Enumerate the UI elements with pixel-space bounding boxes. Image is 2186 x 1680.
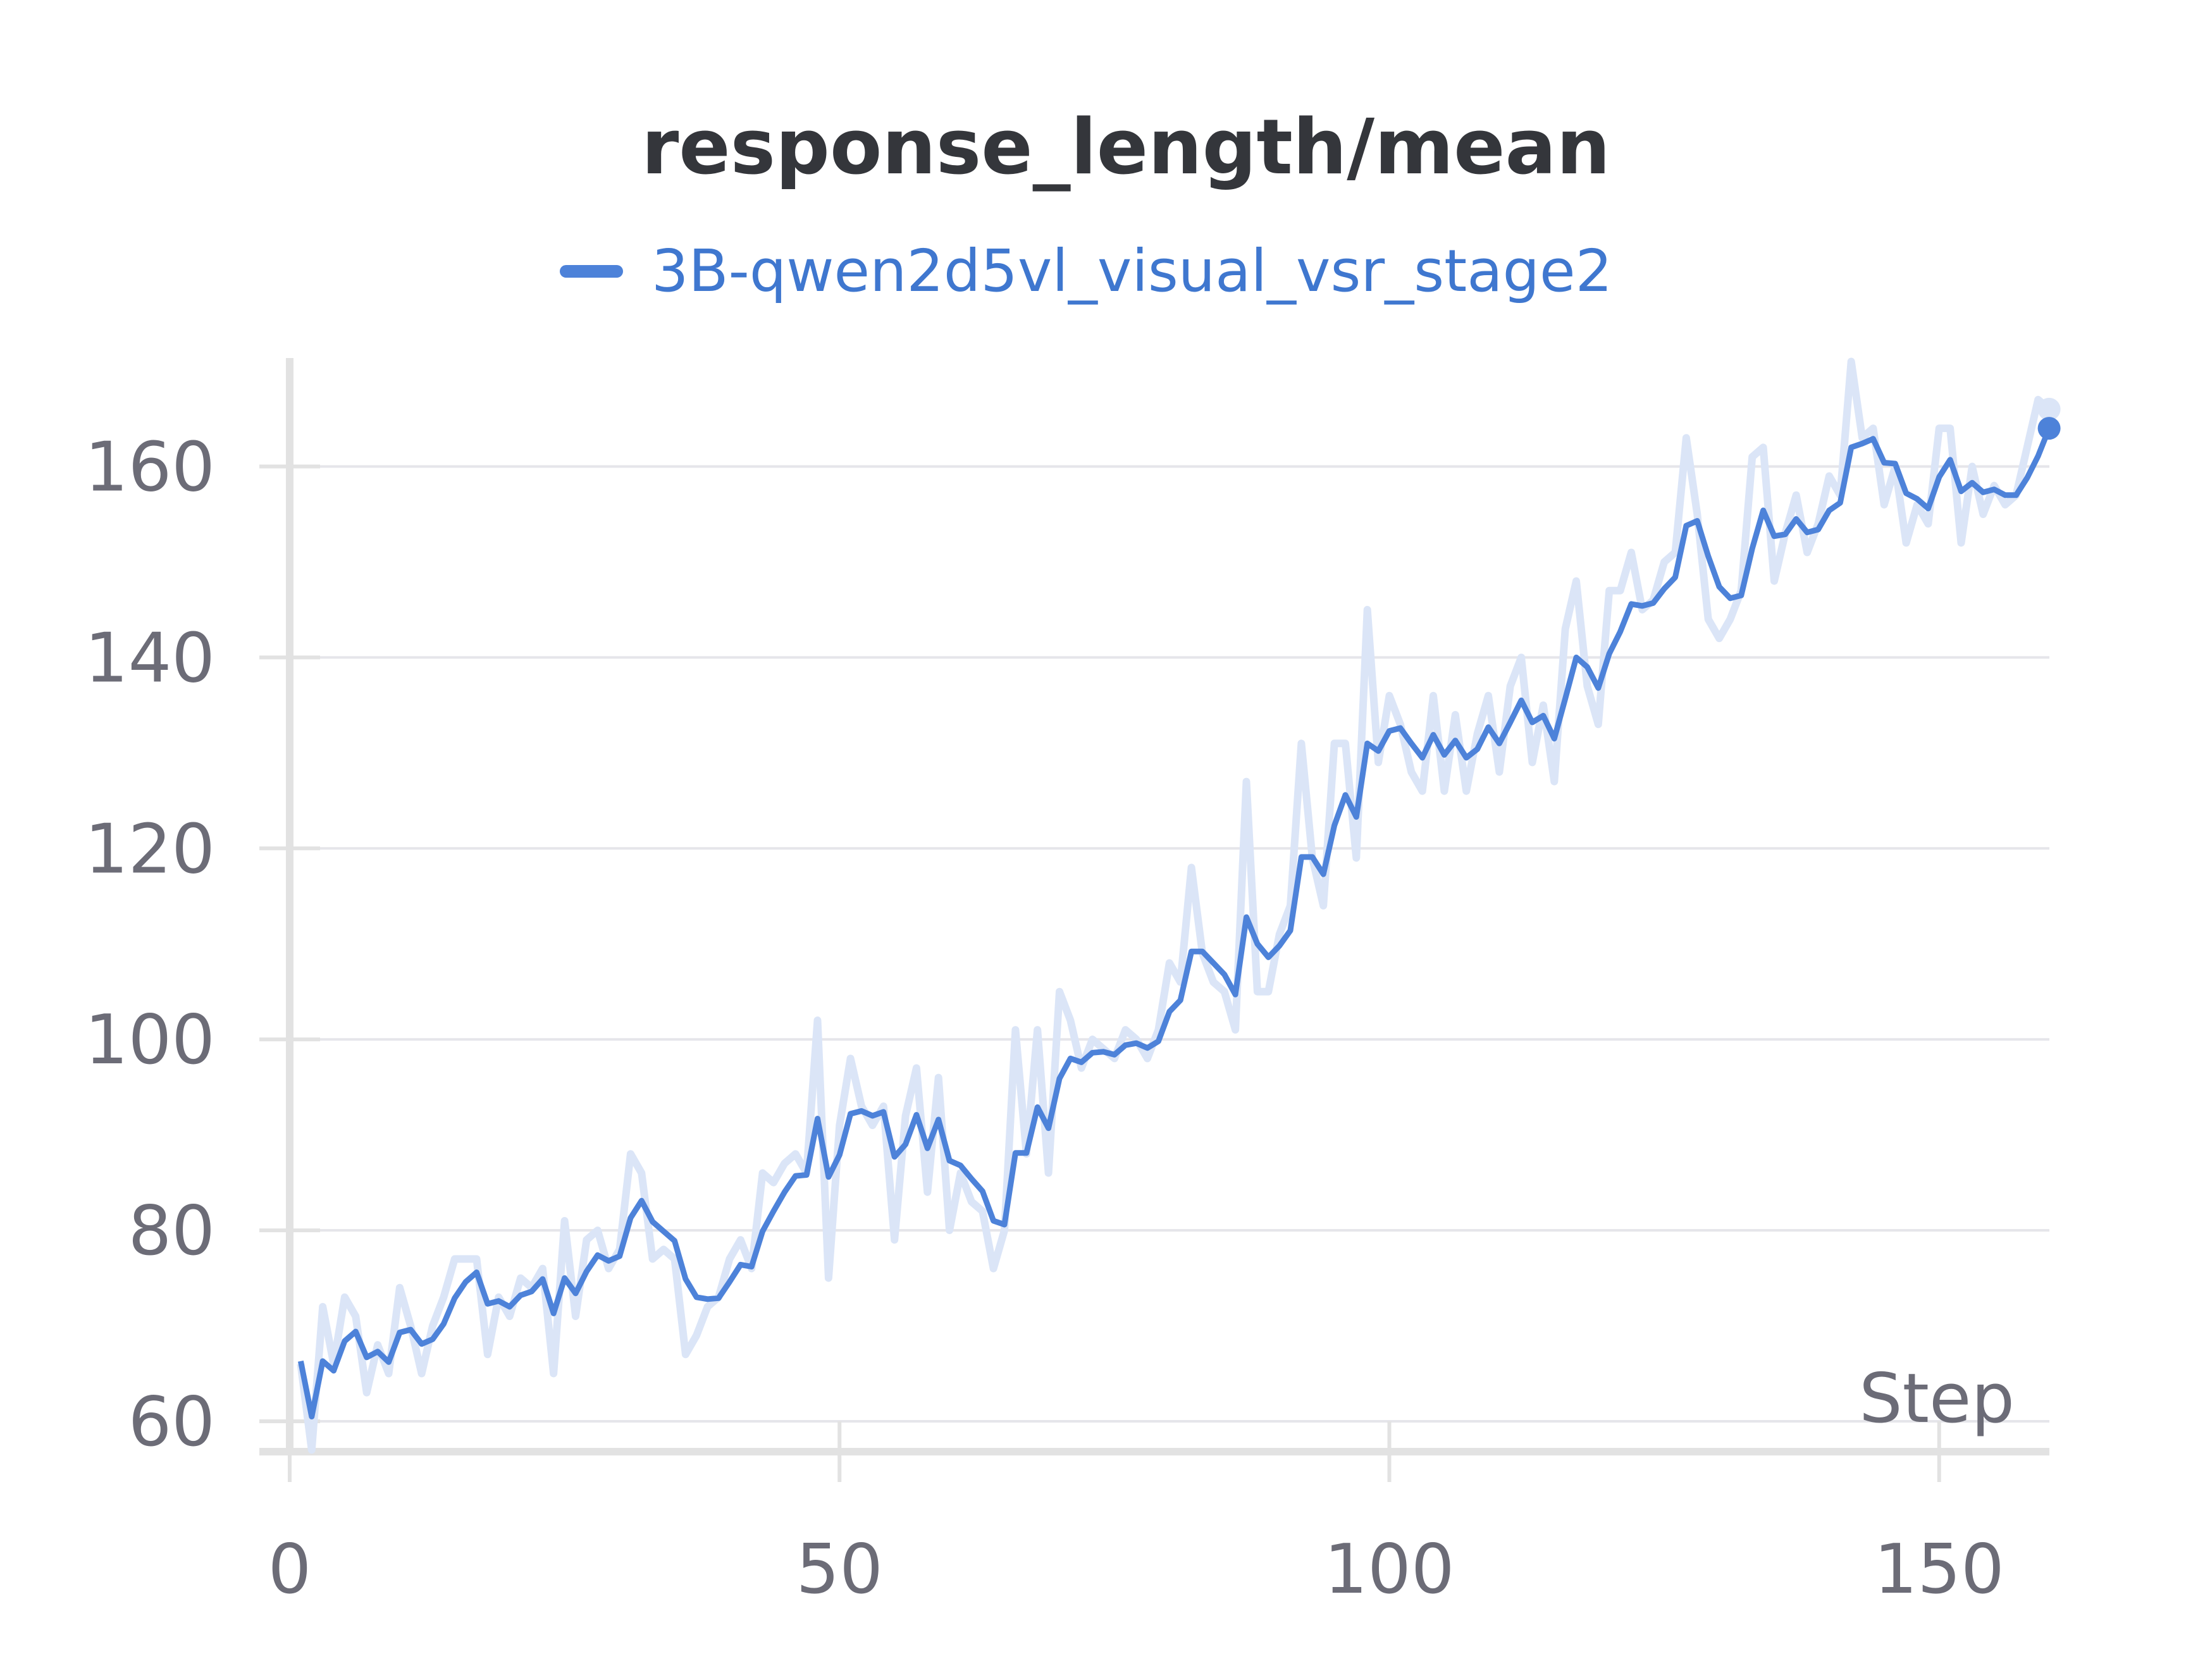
x-axis-ticks: 0 50 100 150 [268,1421,2004,1609]
x-tick-label-150: 150 [1874,1530,2004,1609]
series-smoothed-line[interactable] [297,427,2052,1419]
legend-label: 3B-qwen2d5vl_visual_vsr_stage2 [651,237,1612,305]
y-tick-label-160: 160 [85,428,215,507]
series-points [2037,397,2061,440]
y-tick-label-60: 60 [128,1383,215,1462]
y-tick-label-100: 100 [85,1001,215,1080]
y-tick-label-120: 120 [85,810,215,889]
x-tick-label-100: 100 [1324,1530,1454,1609]
legend[interactable]: 3B-qwen2d5vl_visual_vsr_stage2 [560,237,1612,305]
series-last-point[interactable] [2037,417,2061,440]
series-last-raw-point [2037,397,2061,421]
chart-title: response_length/mean [641,104,1610,192]
y-axis-ticks: 60 80 100 120 140 160 [85,428,320,1462]
series-raw-line [297,357,2052,1454]
y-tick-label-140: 140 [85,619,215,698]
x-tick-label-0: 0 [268,1530,312,1609]
grid-lines [290,465,2049,1423]
y-tick-label-80: 80 [128,1192,215,1271]
x-axis-label: Step [1859,1359,2015,1438]
x-tick-label-50: 50 [796,1530,883,1609]
